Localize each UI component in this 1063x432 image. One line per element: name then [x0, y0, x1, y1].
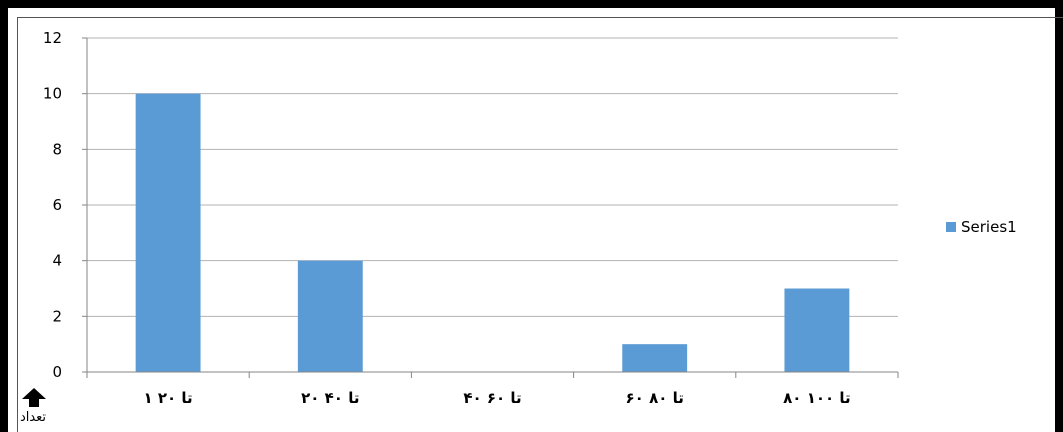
axes: [82, 37, 899, 378]
x-category-label: ۶۰ تا ۸۰: [626, 389, 684, 407]
y-tick-label: 4: [52, 252, 62, 270]
bars: [135, 93, 850, 373]
chart-inner-border: [17, 17, 1063, 432]
legend-swatch-series1: [946, 222, 956, 232]
x-category-label: ۸۰ تا ۱۰۰: [783, 389, 851, 407]
y-tick-labels: 0 2 4 6 8 10 12: [43, 29, 62, 381]
bar-series1: [784, 288, 850, 372]
legend: Series1: [946, 218, 1017, 236]
legend-label-series1: Series1: [961, 218, 1017, 236]
up-arrow-icon: [22, 388, 46, 407]
y-tick-label: 0: [52, 363, 62, 381]
bar-series1: [622, 344, 688, 372]
bar-series1: [297, 260, 363, 372]
y-axis-label: تعداد: [20, 410, 46, 425]
y-axis-caption: تعداد: [20, 388, 46, 425]
x-category-labels: ۱ تا ۲۰ ۲۰ تا ۴۰ ۴۰ تا ۶۰ ۶۰ تا ۸۰ ۸۰ تا ۱۰۰: [143, 389, 850, 407]
y-tick-label: 8: [52, 140, 62, 158]
x-category-label: ۱ تا ۲۰: [143, 389, 192, 407]
y-tick-label: 6: [52, 196, 62, 214]
gridlines: [87, 37, 898, 317]
y-tick-label: 12: [43, 29, 62, 47]
y-tick-label: 2: [52, 307, 62, 325]
x-category-label: ۴۰ تا ۶۰: [463, 389, 521, 407]
y-tick-label: 10: [43, 85, 62, 103]
bar-series1: [135, 93, 201, 373]
x-category-label: ۲۰ تا ۴۰: [301, 389, 359, 407]
